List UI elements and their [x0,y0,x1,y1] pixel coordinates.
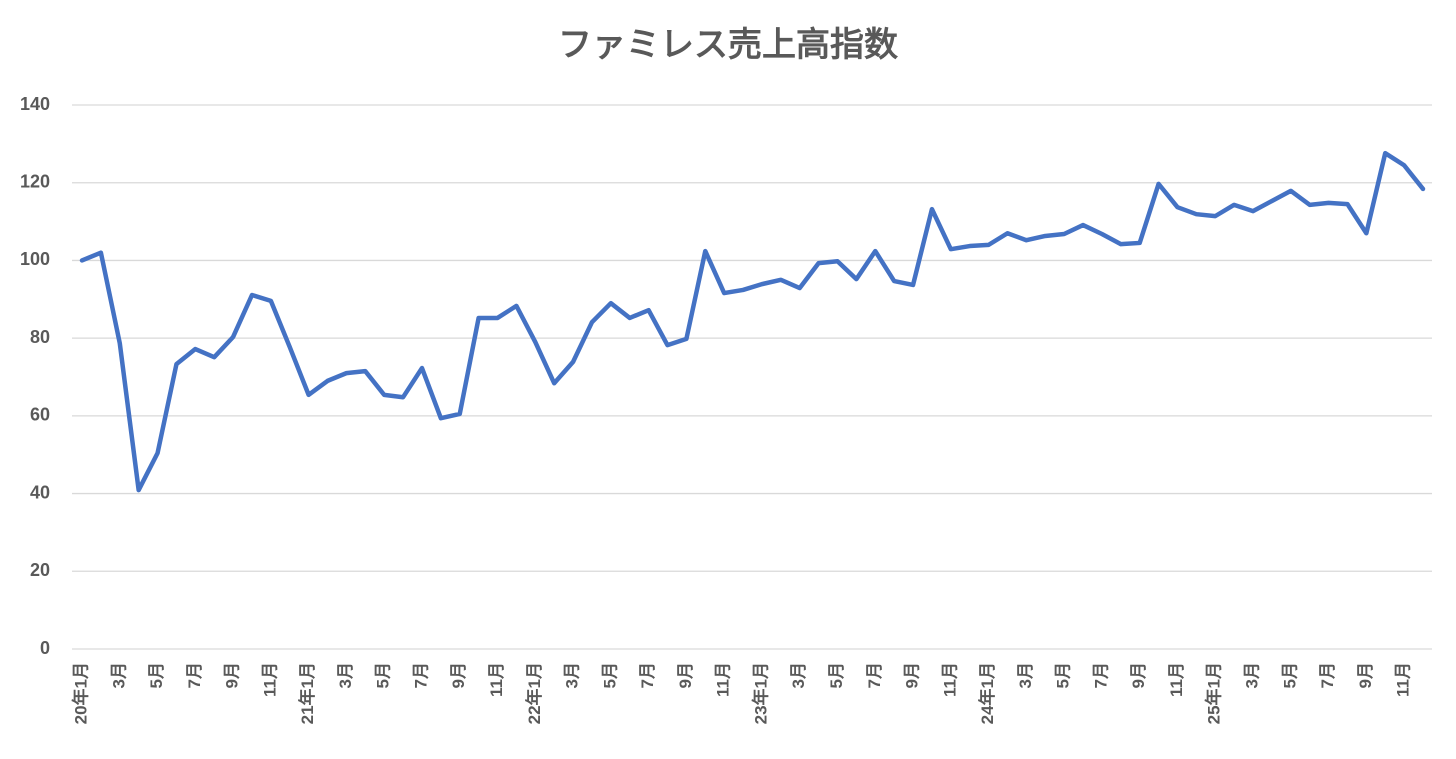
x-tick-label: 9月 [449,662,468,688]
x-tick-label: 24年1月 [977,662,997,724]
x-tick-label: 21年1月 [297,662,317,724]
y-tick-label: 20 [30,560,50,580]
y-tick-label: 80 [30,327,50,347]
y-tick-label: 60 [30,405,50,425]
x-tick-label: 5月 [147,662,166,688]
x-tick-label: 11月 [487,662,506,697]
x-tick-label: 11月 [1394,662,1413,697]
x-tick-label: 9月 [676,662,695,688]
x-tick-label: 11月 [260,662,279,697]
x-tick-label: 3月 [1242,662,1261,688]
y-tick-label: 100 [20,249,50,269]
x-tick-label: 7月 [411,662,430,688]
x-tick-label: 11月 [714,662,733,697]
x-tick-label: 7月 [1318,662,1337,688]
x-tick-label: 5月 [1054,662,1073,688]
x-tick-label: 20年1月 [70,662,90,724]
x-tick-label: 5月 [374,662,393,688]
x-tick-label: 9月 [903,662,922,688]
x-tick-label: 5月 [600,662,619,688]
x-tick-label: 5月 [1280,662,1299,688]
x-tick-label: 9月 [1356,662,1375,688]
y-tick-label: 140 [20,94,50,114]
y-tick-label: 120 [20,171,50,191]
x-tick-label: 3月 [109,662,128,688]
x-tick-label: 3月 [1016,662,1035,688]
x-tick-label: 7月 [1091,662,1110,688]
line [79,150,1426,493]
x-tick-label: 3月 [789,662,808,688]
y-tick-label: 0 [40,638,50,658]
x-tick-label: 7月 [865,662,884,688]
x-tick-label: 5月 [827,662,846,688]
x-tick-label: 23年1月 [750,662,770,724]
x-tick-label: 7月 [185,662,204,688]
x-tick-label: 3月 [336,662,355,688]
y-tick-label: 40 [30,482,50,502]
x-tick-label: 22年1月 [524,662,544,724]
x-tick-label: 3月 [563,662,582,688]
x-tick-label: 25年1月 [1204,662,1224,724]
x-tick-label: 9月 [1129,662,1148,688]
x-tick-label: 7月 [638,662,657,688]
x-tick-label: 11月 [1167,662,1186,697]
x-tick-label: 11月 [940,662,959,697]
x-tick-label: 9月 [223,662,242,688]
chart-title: ファミレス売上高指数 [558,26,898,64]
